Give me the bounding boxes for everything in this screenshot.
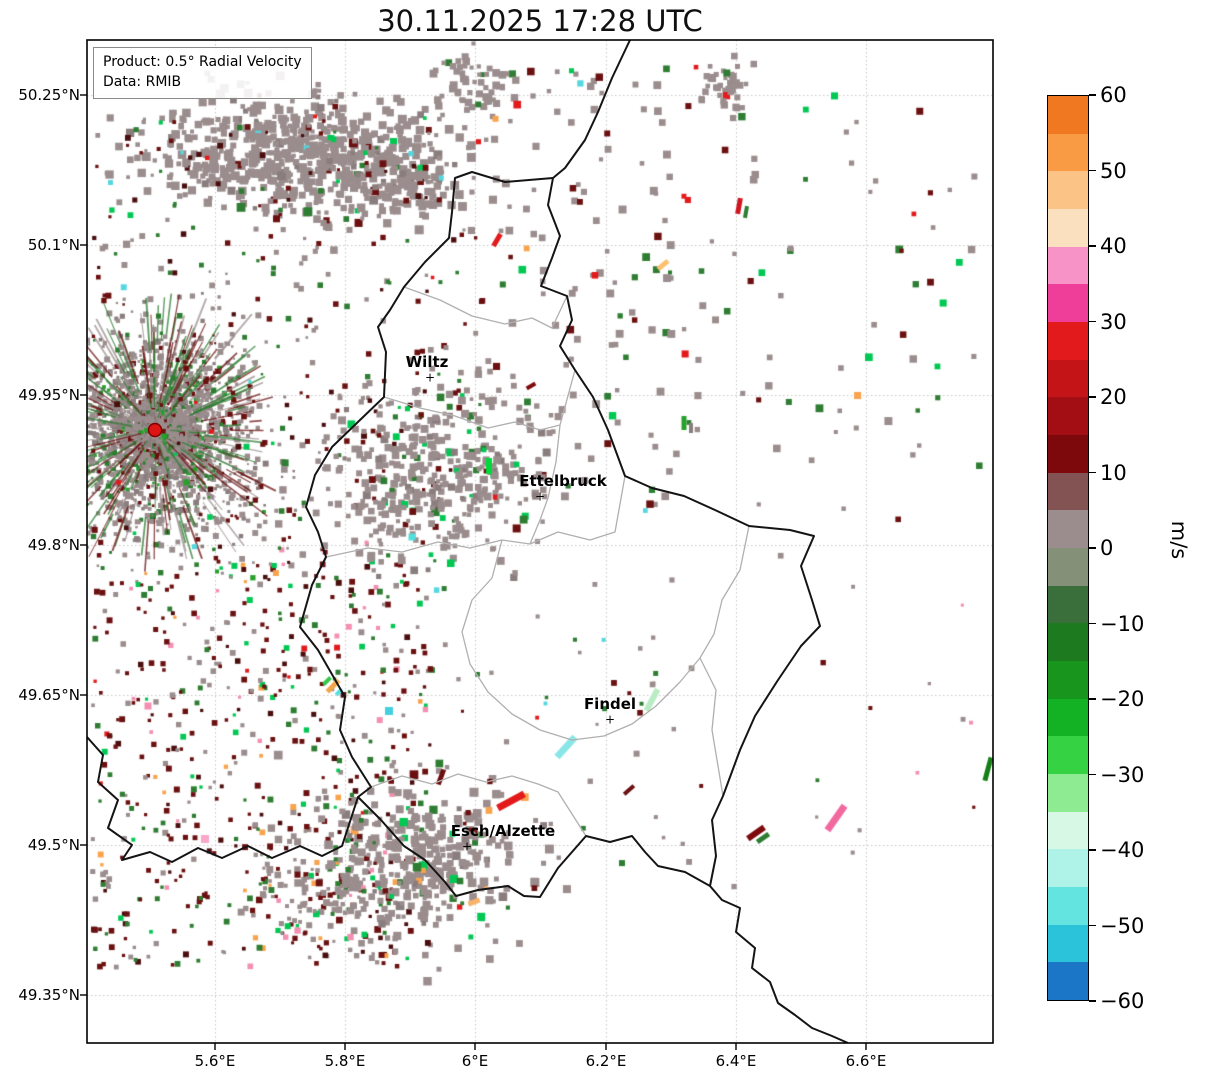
city-plus-marker: + bbox=[461, 839, 473, 854]
colorbar-tickmark bbox=[1089, 1000, 1096, 1002]
colorbar-tick-label: 50 bbox=[1100, 159, 1127, 183]
city-plus-marker: + bbox=[534, 489, 546, 504]
colorbar-segment bbox=[1048, 548, 1088, 586]
colorbar-segment bbox=[1048, 962, 1088, 1001]
data-source-line: Data: RMIB bbox=[103, 74, 182, 91]
colorbar-segment bbox=[1048, 133, 1088, 172]
colorbar-tick-label: −60 bbox=[1100, 989, 1145, 1013]
lat-tick-label: 49.5°N bbox=[27, 836, 80, 854]
radar-echo-layer bbox=[87, 40, 993, 1043]
colorbar-segment bbox=[1048, 811, 1088, 850]
lon-tick-label: 5.8°E bbox=[324, 1052, 366, 1070]
colorbar-segment bbox=[1048, 322, 1088, 360]
colorbar-segment bbox=[1048, 698, 1088, 737]
lon-tick-label: 6.4°E bbox=[715, 1052, 757, 1070]
colorbar-tickmark bbox=[1089, 320, 1096, 323]
colorbar-tick-label: 0 bbox=[1100, 536, 1114, 560]
colorbar-tickmark bbox=[1089, 471, 1096, 474]
colorbar-segment bbox=[1048, 246, 1088, 285]
colorbar-segment bbox=[1048, 774, 1088, 812]
colorbar-tick-label: −40 bbox=[1100, 838, 1145, 862]
lon-tick-label: 6°E bbox=[461, 1052, 489, 1070]
colorbar-segment bbox=[1048, 397, 1088, 436]
colorbar-tickmark bbox=[1089, 924, 1096, 927]
product-info-box: Product: 0.5° Radial Velocity Data: RMIB bbox=[93, 47, 312, 99]
lat-tick-label: 50.1°N bbox=[27, 236, 80, 254]
colorbar-tickmark bbox=[1089, 698, 1096, 700]
colorbar-tick-label: 20 bbox=[1100, 385, 1127, 409]
lat-tick-label: 49.35°N bbox=[18, 986, 80, 1004]
colorbar-tickmark bbox=[1089, 849, 1096, 851]
colorbar-tick-label: 10 bbox=[1100, 461, 1127, 485]
colorbar-tickmark bbox=[1089, 622, 1096, 625]
colorbar-tick-label: 60 bbox=[1100, 83, 1127, 107]
colorbar-tickmark bbox=[1089, 547, 1096, 549]
colorbar-unit-label: m/s bbox=[1167, 520, 1191, 560]
city-label: Wiltz bbox=[405, 353, 449, 371]
colorbar-segment bbox=[1048, 472, 1088, 511]
colorbar-segment bbox=[1048, 887, 1088, 925]
colorbar-segment bbox=[1048, 209, 1088, 247]
colorbar-segment bbox=[1048, 510, 1088, 549]
city-plus-marker: + bbox=[424, 370, 436, 385]
city-label: Esch/Alzette bbox=[450, 822, 556, 840]
colorbar-tickmark bbox=[1089, 94, 1096, 96]
colorbar-segment bbox=[1048, 585, 1088, 624]
lat-tick-label: 49.95°N bbox=[18, 386, 80, 404]
city-plus-marker: + bbox=[604, 712, 616, 727]
colorbar-tickmark bbox=[1089, 169, 1096, 172]
colorbar-segment bbox=[1048, 96, 1088, 134]
colorbar-segment bbox=[1048, 661, 1088, 699]
lon-tick-label: 6.6°E bbox=[845, 1052, 887, 1070]
city-label: Ettelbruck bbox=[519, 472, 607, 490]
colorbar-tick-label: 30 bbox=[1100, 310, 1127, 334]
colorbar-segment bbox=[1048, 284, 1088, 323]
lat-tick-label: 49.65°N bbox=[18, 686, 80, 704]
colorbar-tick-label: −50 bbox=[1100, 914, 1145, 938]
colorbar-segment bbox=[1048, 736, 1088, 775]
colorbar-tick-label: −20 bbox=[1100, 687, 1145, 711]
lon-tick-label: 6.2°E bbox=[585, 1052, 627, 1070]
colorbar-segment bbox=[1048, 435, 1088, 473]
colorbar-tick-label: −10 bbox=[1100, 612, 1145, 636]
colorbar-segment bbox=[1048, 924, 1088, 963]
colorbar-segment bbox=[1048, 849, 1088, 888]
colorbar-segment bbox=[1048, 359, 1088, 398]
city-label: Findel bbox=[583, 695, 637, 713]
colorbar-tick-label: 40 bbox=[1100, 234, 1127, 258]
lat-tick-label: 49.8°N bbox=[27, 536, 80, 554]
product-line: Product: 0.5° Radial Velocity bbox=[103, 54, 302, 70]
colorbar-tickmark bbox=[1089, 396, 1096, 398]
lat-tick-label: 50.25°N bbox=[18, 86, 80, 104]
colorbar bbox=[1047, 95, 1089, 1001]
colorbar-tick-label: −30 bbox=[1100, 763, 1145, 787]
colorbar-tickmark bbox=[1089, 773, 1096, 776]
colorbar-segment bbox=[1048, 171, 1088, 210]
colorbar-segment bbox=[1048, 623, 1088, 662]
colorbar-tickmark bbox=[1089, 245, 1096, 247]
lon-tick-label: 5.6°E bbox=[194, 1052, 236, 1070]
plot-title: 30.11.2025 17:28 UTC bbox=[377, 4, 703, 38]
